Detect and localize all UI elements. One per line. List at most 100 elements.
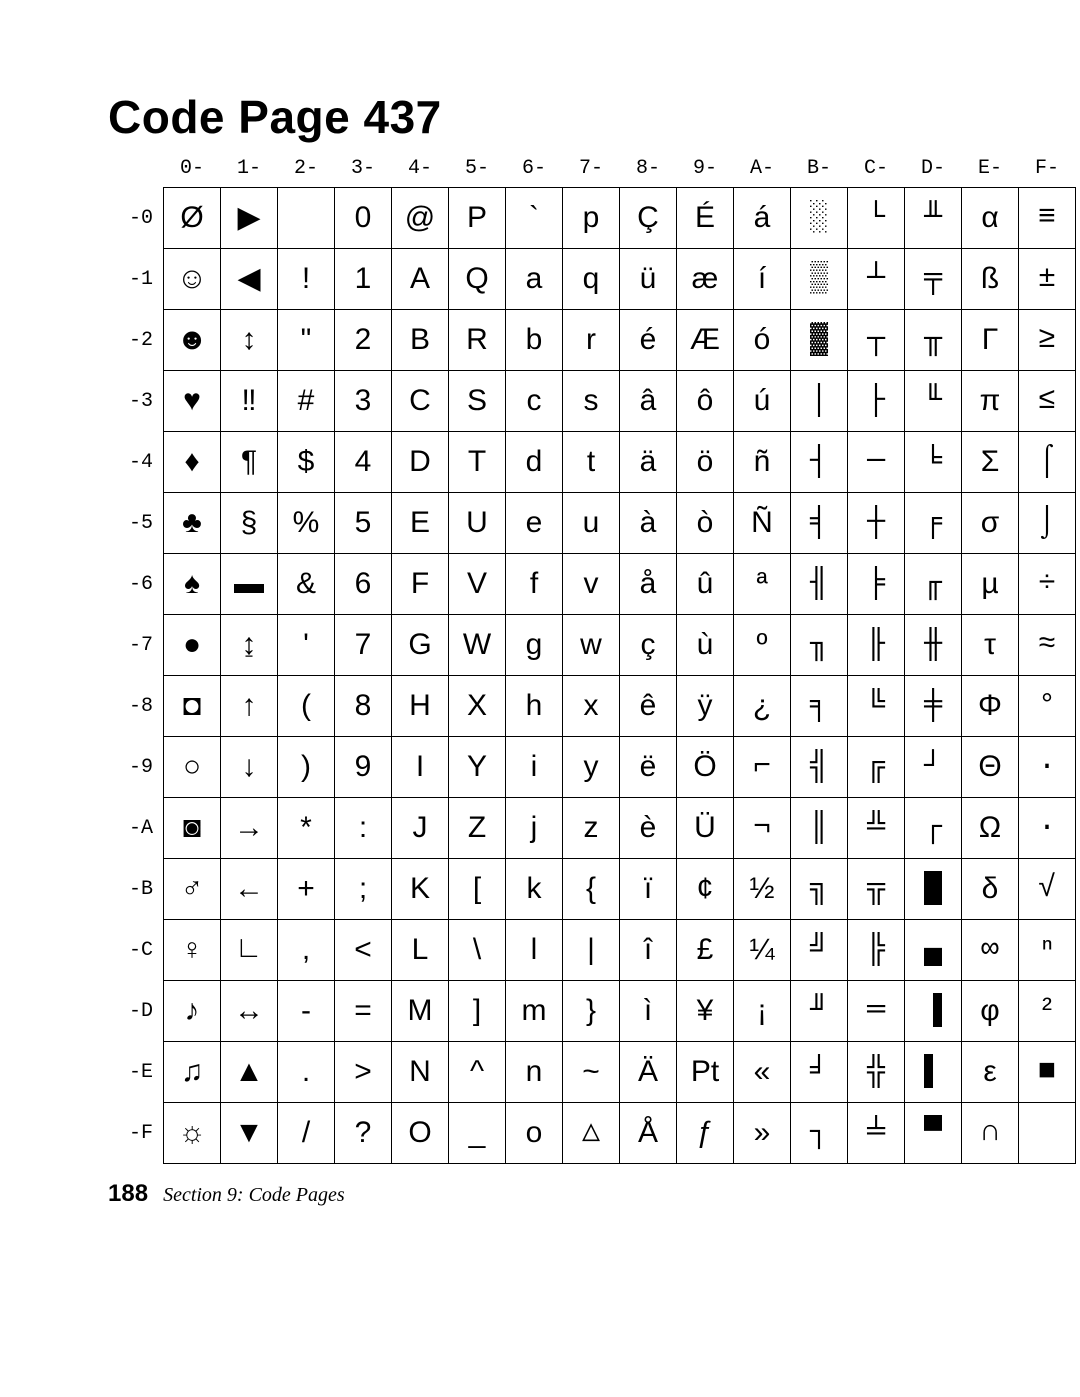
glyph-cell: æ [677,249,734,310]
glyph-cell: ∟ [221,920,278,981]
glyph-cell: ┘ [905,737,962,798]
glyph-cell: Pt [677,1042,734,1103]
glyph-cell: º [734,615,791,676]
col-header: A- [734,152,791,188]
glyph-cell: ┴ [848,249,905,310]
glyph-cell: ╜ [791,981,848,1042]
table-row: -0Ø▶ 0@P`pÇÉá░└╨α≡ [108,188,1076,249]
glyph-cell: C [392,371,449,432]
glyph-cell: ▀ [905,1103,962,1164]
glyph-cell: 7 [335,615,392,676]
glyph-cell: W [449,615,506,676]
glyph-cell: ñ [734,432,791,493]
glyph-cell: ⌠ [1019,432,1076,493]
row-header: -B [108,859,164,920]
glyph-cell: l [506,920,563,981]
glyph-cell: 4 [335,432,392,493]
glyph-cell: M [392,981,449,1042]
glyph-cell: q [563,249,620,310]
col-header: 9- [677,152,734,188]
glyph-cell: ! [278,249,335,310]
glyph-cell: é [620,310,677,371]
col-header: 8- [620,152,677,188]
glyph-cell: δ [962,859,1019,920]
row-header: -2 [108,310,164,371]
glyph-cell: ö [677,432,734,493]
glyph-cell: △ [563,1103,620,1164]
glyph-cell [1019,1103,1076,1164]
glyph-cell: ( [278,676,335,737]
glyph-cell: ├ [848,371,905,432]
col-header: 3- [335,152,392,188]
glyph-cell: ü [620,249,677,310]
glyph-cell: ⌐ [734,737,791,798]
glyph-cell: ú [734,371,791,432]
glyph-cell: ╝ [791,920,848,981]
glyph-cell: Ø [164,188,221,249]
glyph-cell: ╠ [848,920,905,981]
glyph-cell: ¬ [734,798,791,859]
glyph-cell: ß [962,249,1019,310]
glyph-cell: a [506,249,563,310]
glyph-cell: ▬ [221,554,278,615]
table-row: -F☼▼/?O_o△Åƒ»┐╧▀∩ [108,1103,1076,1164]
glyph-cell: ¥ [677,981,734,1042]
glyph-cell: ) [278,737,335,798]
glyph-cell: K [392,859,449,920]
glyph-cell: t [563,432,620,493]
row-header: -8 [108,676,164,737]
glyph-cell: ↑ [221,676,278,737]
glyph-cell: └ [848,188,905,249]
glyph-cell: Θ [962,737,1019,798]
glyph-cell: Φ [962,676,1019,737]
glyph-cell: ╢ [791,554,848,615]
glyph-cell: ⁿ [1019,920,1076,981]
glyph-cell: ┼ [848,493,905,554]
glyph-cell: î [620,920,677,981]
glyph-cell: H [392,676,449,737]
row-header: -A [108,798,164,859]
table-row: -D♪↔-=M]m}ì¥¡╜═▐φ² [108,981,1076,1042]
glyph-cell: x [563,676,620,737]
glyph-cell: N [392,1042,449,1103]
col-header: 6- [506,152,563,188]
glyph-cell: ╘ [905,432,962,493]
glyph-cell: y [563,737,620,798]
glyph-cell: ┐ [791,1103,848,1164]
glyph-cell: ' [278,615,335,676]
glyph-cell: v [563,554,620,615]
glyph-cell: b [506,310,563,371]
glyph-cell: ÿ [677,676,734,737]
glyph-cell: X [449,676,506,737]
glyph-cell: ╖ [791,615,848,676]
glyph-cell: ↓ [221,737,278,798]
glyph-cell: ¶ [221,432,278,493]
glyph-cell: ` [506,188,563,249]
glyph-cell: « [734,1042,791,1103]
glyph-cell: \ [449,920,506,981]
glyph-cell: } [563,981,620,1042]
glyph-cell: " [278,310,335,371]
glyph-cell: ó [734,310,791,371]
code-page-table: 0- 1- 2- 3- 4- 5- 6- 7- 8- 9- A- B- C- D… [108,152,1076,1164]
glyph-cell: m [506,981,563,1042]
col-header: 1- [221,152,278,188]
glyph-cell: ↨ [221,615,278,676]
table-row: -1☺◀!1AQaqüæí▒┴╤ß± [108,249,1076,310]
glyph-cell: ≈ [1019,615,1076,676]
glyph-cell: ☼ [164,1103,221,1164]
glyph-cell: 5 [335,493,392,554]
glyph-cell: > [335,1042,392,1103]
glyph-cell: ç [620,615,677,676]
glyph-cell: ▓ [791,310,848,371]
row-header: -5 [108,493,164,554]
glyph-cell: . [278,1042,335,1103]
glyph-cell: ï [620,859,677,920]
glyph-cell: ─ [848,432,905,493]
glyph-cell: ═ [848,981,905,1042]
glyph-cell: Å [620,1103,677,1164]
glyph-cell: ° [1019,676,1076,737]
glyph-cell: ◀ [221,249,278,310]
corner-cell [108,152,164,188]
table-row: -A◙→*:JZjzèÜ¬║╩┌Ω· [108,798,1076,859]
